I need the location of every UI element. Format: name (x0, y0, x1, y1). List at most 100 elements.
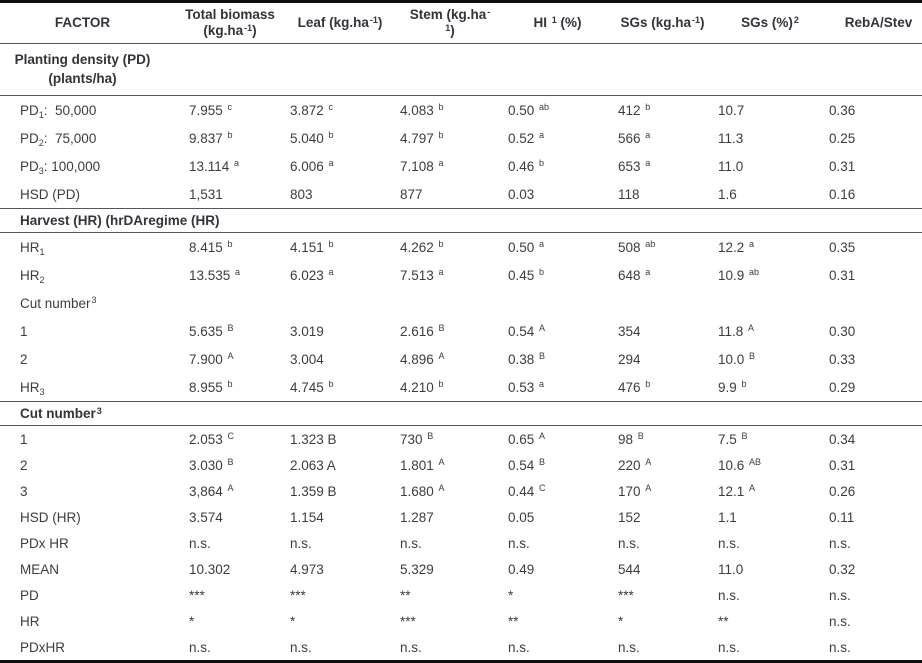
table-cell: 3.019 (290, 323, 324, 339)
table-cell: 12.1 A (718, 483, 756, 499)
table-row: 2 7.900 A 3.004 4.896 A 0.38 B 294 10.0 B 0.33 (0, 345, 922, 373)
table-cell: n.s. (829, 639, 851, 655)
table-cell: 8.415 b (189, 239, 233, 255)
table-cell: 11.0 (718, 158, 744, 174)
table-cell: 0.31 (829, 158, 856, 174)
table-row: HR * * *** ** * ** n.s. (0, 608, 922, 634)
column-header: SGs (kg.ha-1) (600, 3, 705, 44)
table-cell: 476 b (618, 379, 651, 395)
table-cell (275, 43, 385, 96)
table-cell: 4.262 b (400, 239, 444, 255)
row-label: HR2 (20, 267, 45, 285)
section-header-label: Cut number3 (0, 401, 922, 426)
row-label: HSD (PD) (20, 186, 80, 202)
table-cell: 2.053 C (189, 431, 235, 447)
row-label: 2 (20, 351, 28, 367)
table-cell: 0.03 (508, 186, 535, 202)
table-row: MEAN 10.302 4.973 5.329 0.49 544 11.0 0.32 (0, 556, 922, 582)
table-cell: 4.797 b (400, 130, 444, 146)
table-cell: 9.9 b (718, 379, 747, 395)
table-row: PD *** *** ** * *** n.s. n.s. (0, 582, 922, 608)
row-label: PD (20, 587, 39, 603)
column-header: Total biomass (kg.ha-1) (165, 3, 275, 44)
row-label: Cut number3 (20, 295, 97, 311)
table-cell: 170 A (618, 483, 652, 499)
table-cell: 2.063 A (290, 457, 336, 473)
table-cell: 0.52 a (508, 130, 545, 146)
row-label: MEAN (20, 561, 60, 577)
table-cell: 0.35 (829, 239, 856, 255)
table-cell: 0.33 (829, 351, 856, 367)
table-cell: 7.5 B (718, 431, 748, 447)
table-cell: 4.151 b (290, 239, 334, 255)
table-cell (815, 289, 922, 317)
table-row: Cut number3 (0, 289, 922, 317)
table-cell: 0.45 b (508, 267, 545, 283)
factors-results-table: FACTOR Total biomass (kg.ha-1) Leaf (kg.ha… (0, 3, 922, 660)
table-cell: 0.50 a (508, 239, 545, 255)
table-cell: 566 a (618, 130, 651, 146)
table-cell: 4.745 b (290, 379, 334, 395)
table-cell: 2.616 B (400, 323, 445, 339)
table-cell: 648 a (618, 267, 651, 283)
table-cell: 98 B (618, 431, 644, 447)
table-cell: * (189, 613, 195, 629)
column-header: HI 1 (%) (495, 3, 600, 44)
table-cell: 3,864 A (189, 483, 234, 499)
table-cell: 544 (618, 561, 641, 577)
table-cell: * (508, 587, 514, 603)
table-cell: 0.46 b (508, 158, 545, 174)
table-cell: 0.11 (829, 509, 855, 525)
table-cell: 1.154 (290, 509, 324, 525)
table-cell: 7.900 A (189, 351, 234, 367)
table-cell: n.s. (718, 639, 740, 655)
table-cell: * (290, 613, 296, 629)
table-cell: n.s. (508, 639, 530, 655)
column-header: RebA/Stev (815, 3, 922, 44)
table-cell: *** (400, 613, 416, 629)
table-cell: 0.31 (829, 267, 856, 283)
table-cell: n.s. (829, 587, 851, 603)
table-cell: 0.32 (829, 561, 856, 577)
table-cell: 412 b (618, 102, 651, 118)
table-cell: 0.53 a (508, 379, 545, 395)
table-cell: 5.040 b (290, 130, 334, 146)
table-cell: 0.65 A (508, 431, 546, 447)
table-cell: 152 (618, 509, 641, 525)
table-cell: *** (290, 587, 306, 603)
table-row: HR3 8.955 b 4.745 b 4.210 b 0.53 a 476 b 9.9 b… (0, 373, 922, 402)
table-cell: n.s. (829, 613, 851, 629)
table-cell: 1.6 (718, 186, 737, 202)
table-cell: 12.2 a (718, 239, 755, 255)
table-cell: 0.36 (829, 102, 856, 118)
table-row: PD1: 50,000 7.955 c 3.872 c 4.083 b 0.50 ab 4… (0, 96, 922, 125)
table-cell: 3.030 B (189, 457, 234, 473)
table-cell (165, 289, 275, 317)
section-header-row: Harvest (HR) (hrDAregime (HR) (0, 208, 922, 233)
table-cell (165, 43, 275, 96)
table-row: HSD (PD) 1,531 803 877 0.03 118 1.6 0.16 (0, 180, 922, 209)
table-cell: 3.574 (189, 509, 223, 525)
table-cell: 0.30 (829, 323, 856, 339)
table-cell: 6.023 a (290, 267, 334, 283)
table-cell: n.s. (718, 587, 740, 603)
table-row: HSD (HR) 3.574 1.154 1.287 0.05 152 1.1 0.11 (0, 504, 922, 530)
table-row: 1 2.053 C 1.323 B 730 B 0.65 A 98 B 7.5 B 0.34 (0, 426, 922, 453)
column-header: FACTOR (0, 3, 165, 44)
table-cell: 118 (618, 186, 640, 202)
table-cell: 0.49 (508, 561, 535, 577)
table-cell: 11.0 (718, 561, 744, 577)
table-cell (495, 43, 600, 96)
table-cell: ** (508, 613, 519, 629)
table-cell: 0.34 (829, 431, 856, 447)
table-cell (275, 289, 385, 317)
table-cell: 1.801 A (400, 457, 445, 473)
table-cell: 1.323 B (290, 431, 337, 447)
table-cell: n.s. (400, 535, 422, 551)
table-cell: 13.535 a (189, 267, 241, 283)
table-cell: 5.329 (400, 561, 434, 577)
column-header: Leaf (kg.ha-1) (275, 3, 385, 44)
row-label: 1 (20, 323, 28, 339)
table-cell: 730 B (400, 431, 434, 447)
row-label: PD3: 100,000 (20, 158, 101, 176)
